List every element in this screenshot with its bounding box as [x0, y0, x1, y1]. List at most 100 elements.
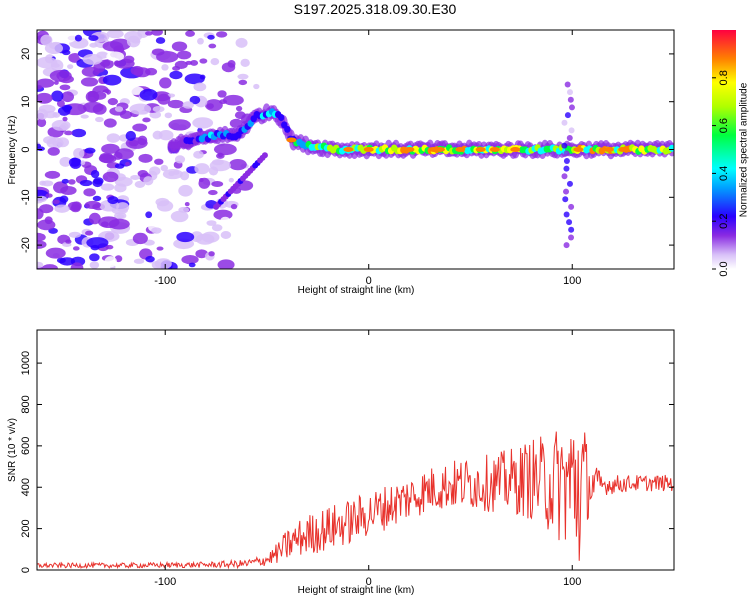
spectrogram-noise-blob	[234, 111, 246, 120]
spectrogram-noise-blob	[92, 195, 102, 202]
spectrogram-noise-blob	[156, 51, 179, 63]
spectrogram-xtick-label: -100	[154, 275, 176, 287]
spectrogram-noise-blob	[129, 103, 152, 115]
spectrogram-noise-blob	[228, 159, 247, 171]
spectrogram-ytick-label: 10	[20, 96, 32, 108]
spectrogram-noise-blob	[145, 255, 155, 263]
spectrogram-noise-blob	[37, 118, 47, 128]
spectrogram-noise-blob	[170, 210, 189, 223]
spectrogram-noise-blob	[37, 78, 55, 88]
spectrogram-noise-blob	[139, 88, 158, 101]
spectrogram-peak-mark	[475, 147, 486, 152]
spectrogram-peak-mark	[286, 137, 297, 143]
spectrogram-peak-mark	[489, 147, 500, 152]
spectrogram-noise-blob	[37, 219, 56, 231]
spectrogram-xtick-label: 0	[366, 275, 372, 287]
spectrogram-noise-blob	[193, 82, 207, 92]
spectrogram-peak-mark	[363, 147, 374, 152]
spectrogram-diagonal-mark	[261, 152, 268, 159]
snr-ytick-label: 400	[20, 478, 32, 496]
spectrogram-noise-blob	[106, 30, 124, 39]
spectrogram-noise-blob	[194, 163, 210, 175]
spectrogram-noise-blob	[130, 175, 141, 181]
snr-frame	[36, 329, 675, 571]
spectrogram-noise-blob	[67, 201, 82, 211]
spectrogram-noise-blob	[193, 150, 204, 159]
spectrogram-noise-blob	[132, 123, 148, 132]
colorbar-tick-label: 0.2	[718, 214, 730, 229]
snr-xtick-label: -100	[154, 576, 176, 588]
spectrogram-noise-blob	[37, 208, 44, 220]
spectrogram-spread-mark	[564, 81, 571, 88]
spectrogram-noise-blob	[74, 34, 82, 42]
spectrogram-noise-blob	[80, 114, 89, 119]
snr-ytick-label: 200	[20, 519, 32, 537]
spectrogram-noise-blob	[159, 77, 172, 89]
colorbar-ticks: 0.0 0.2 0.4 0.6 0.8	[712, 70, 730, 277]
spectrogram-noise-blob	[128, 139, 139, 147]
spectrogram-noise-blob	[67, 64, 74, 70]
spectrogram-noise-blob	[220, 216, 231, 225]
spectrogram-noise-blob	[215, 31, 228, 38]
spectrogram-noise-blob	[184, 73, 205, 85]
spectrogram-noise-blob	[37, 232, 46, 242]
spectrogram-noise-blob	[199, 49, 206, 54]
spectrogram-spread-mark	[562, 196, 569, 203]
spectrogram-peak-mark	[618, 147, 629, 152]
spectrogram-noise-blob	[105, 244, 114, 250]
spectrogram-ylabel: Frequency (Hz)	[7, 116, 18, 185]
spectrogram-noise-blob	[65, 239, 72, 244]
spectrogram-noise-blob	[156, 246, 164, 251]
spectrogram-noise-blob	[151, 227, 162, 234]
spectrogram-noise-blob	[43, 136, 57, 145]
spectrogram-noise-blob	[49, 69, 72, 82]
spectrogram-noise-blob	[206, 220, 217, 226]
spectrogram-ridge-mark	[284, 125, 291, 133]
spectrogram-spread-mark	[567, 96, 574, 103]
spectrogram-noise-blob	[107, 196, 119, 205]
snr-ytick-label: 600	[20, 437, 32, 455]
spectrogram-noise-blob	[113, 152, 123, 160]
spectrogram-noise-blob	[107, 98, 118, 106]
spectrogram-noise-blob	[217, 259, 235, 269]
snr-xtick-label: 0	[366, 576, 372, 588]
spectrogram-noise-blob	[37, 92, 53, 104]
spectrogram-spread-mark	[568, 127, 575, 134]
colorbar-tick-label: 0.8	[718, 70, 730, 85]
spectrogram-noise-blob	[53, 181, 69, 194]
colorbar-tick-label: 0.0	[718, 261, 730, 276]
spectrogram-noise-blob	[116, 202, 130, 213]
spectrogram-noise-blob	[56, 99, 65, 108]
spectrogram-noise-blob	[98, 153, 115, 164]
snr-ytick-label: 800	[20, 395, 32, 413]
spectrogram-noise-blob	[64, 130, 73, 136]
spectrogram-noise-blob	[124, 30, 143, 42]
spectrogram-noise-blob	[211, 181, 224, 188]
spectrogram-noise-blob	[59, 156, 72, 167]
spectrogram-noise-blob	[199, 58, 208, 64]
spectrogram-marks	[37, 30, 674, 269]
spectrogram-noise-blob	[100, 183, 115, 191]
spectrogram-noise-blob	[59, 84, 71, 91]
spectrogram-noise-blob	[114, 58, 135, 69]
spectrogram-noise-blob	[208, 251, 215, 257]
spectrogram-noise-blob	[134, 180, 146, 188]
spectrogram-noise-blob	[192, 117, 214, 129]
snr-series-line	[37, 431, 674, 570]
spectrogram-spread-mark	[563, 211, 570, 218]
spectrogram-noise-blob	[103, 118, 117, 128]
spectrogram-spread-mark	[563, 150, 570, 157]
spectrogram-noise-blob	[101, 143, 120, 154]
spectrogram-noise-blob	[119, 110, 133, 120]
colorbar-tick-label: 0.4	[718, 166, 730, 181]
spectrogram-noise-blob	[85, 230, 94, 236]
spectrogram-peak-mark	[573, 147, 584, 152]
spectrogram-spread-mark	[566, 89, 573, 96]
spectrogram-noise-blob	[195, 233, 215, 245]
spectrogram-noise-blob	[182, 101, 194, 109]
spectrogram-noise-blob	[155, 37, 166, 44]
spectrogram-noise-blob	[238, 79, 248, 86]
snr-background	[37, 330, 674, 570]
